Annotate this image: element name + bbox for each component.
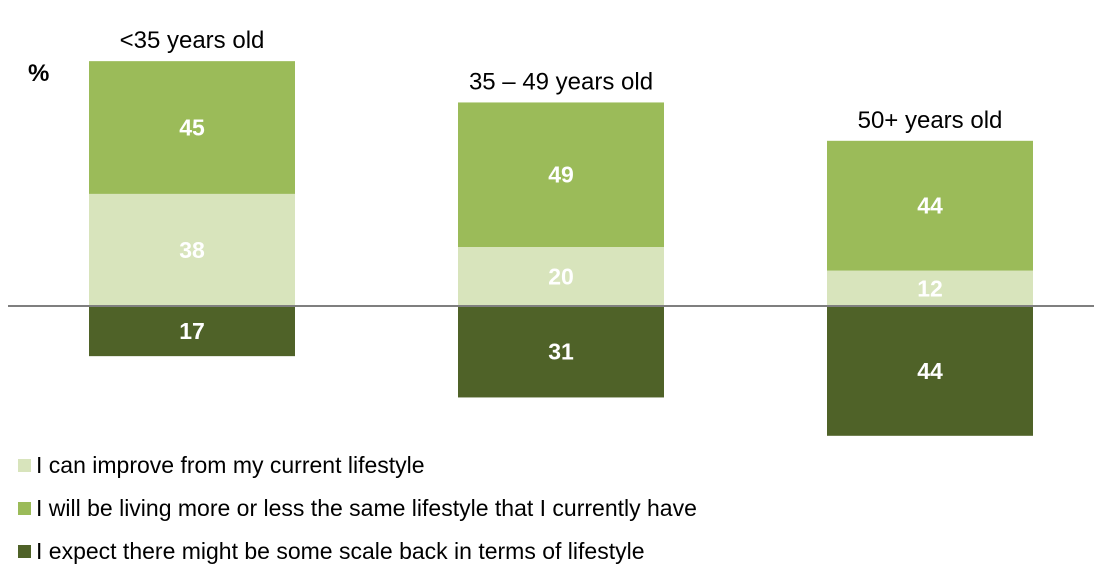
data-label-50-years-old-series-2: 44: [917, 358, 943, 384]
legend: I can improve from my current lifestyle …: [18, 448, 697, 577]
legend-item-improve: I can improve from my current lifestyle: [18, 448, 697, 482]
legend-label-improve: I can improve from my current lifestyle: [36, 451, 425, 478]
legend-swatch-scale-back: [18, 544, 31, 558]
category-label-35-years-old: <35 years old: [120, 27, 265, 54]
category-label-50-years-old: 50+ years old: [858, 107, 1003, 134]
data-label-50-years-old-series-0: 12: [917, 275, 943, 301]
bar-50-years-old-series-1: [827, 140, 1033, 271]
legend-swatch-improve: [18, 458, 31, 472]
data-label-35-49-years-old-series-0: 20: [548, 264, 574, 290]
bar-50-years-old-series-0: [827, 270, 1033, 306]
data-label-35-49-years-old-series-1: 49: [548, 162, 574, 188]
bar-35-49-years-old-series-1: [458, 102, 664, 247]
bar-35-years-old-series-2: [89, 306, 295, 357]
legend-item-scale-back: I expect there might be some scale back …: [18, 534, 697, 568]
bar-35-years-old-series-0: [89, 193, 295, 306]
bar-35-49-years-old-series-2: [458, 306, 664, 398]
legend-item-same: I will be living more or less the same l…: [18, 491, 697, 525]
category-label-35-49-years-old: 35 – 49 years old: [469, 68, 653, 95]
data-label-35-years-old-series-0: 38: [179, 237, 205, 263]
data-label-50-years-old-series-1: 44: [917, 193, 943, 219]
bar-35-years-old-series-1: [89, 61, 295, 194]
legend-label-scale-back: I expect there might be some scale back …: [36, 537, 645, 564]
bar-35-49-years-old-series-0: [458, 247, 664, 306]
legend-label-same: I will be living more or less the same l…: [36, 494, 697, 521]
diverging-bar-chart: 38 45 17 <35 years old 20 49 31 35 – 49 years o…: [8, 27, 1094, 436]
bar-50-years-old-series-2: [827, 306, 1033, 436]
data-label-35-years-old-series-1: 45: [179, 115, 205, 141]
unit-label: %: [28, 60, 50, 87]
legend-swatch-same: [18, 501, 31, 515]
data-label-35-49-years-old-series-2: 31: [548, 339, 574, 365]
data-label-35-years-old-series-2: 17: [179, 318, 205, 344]
